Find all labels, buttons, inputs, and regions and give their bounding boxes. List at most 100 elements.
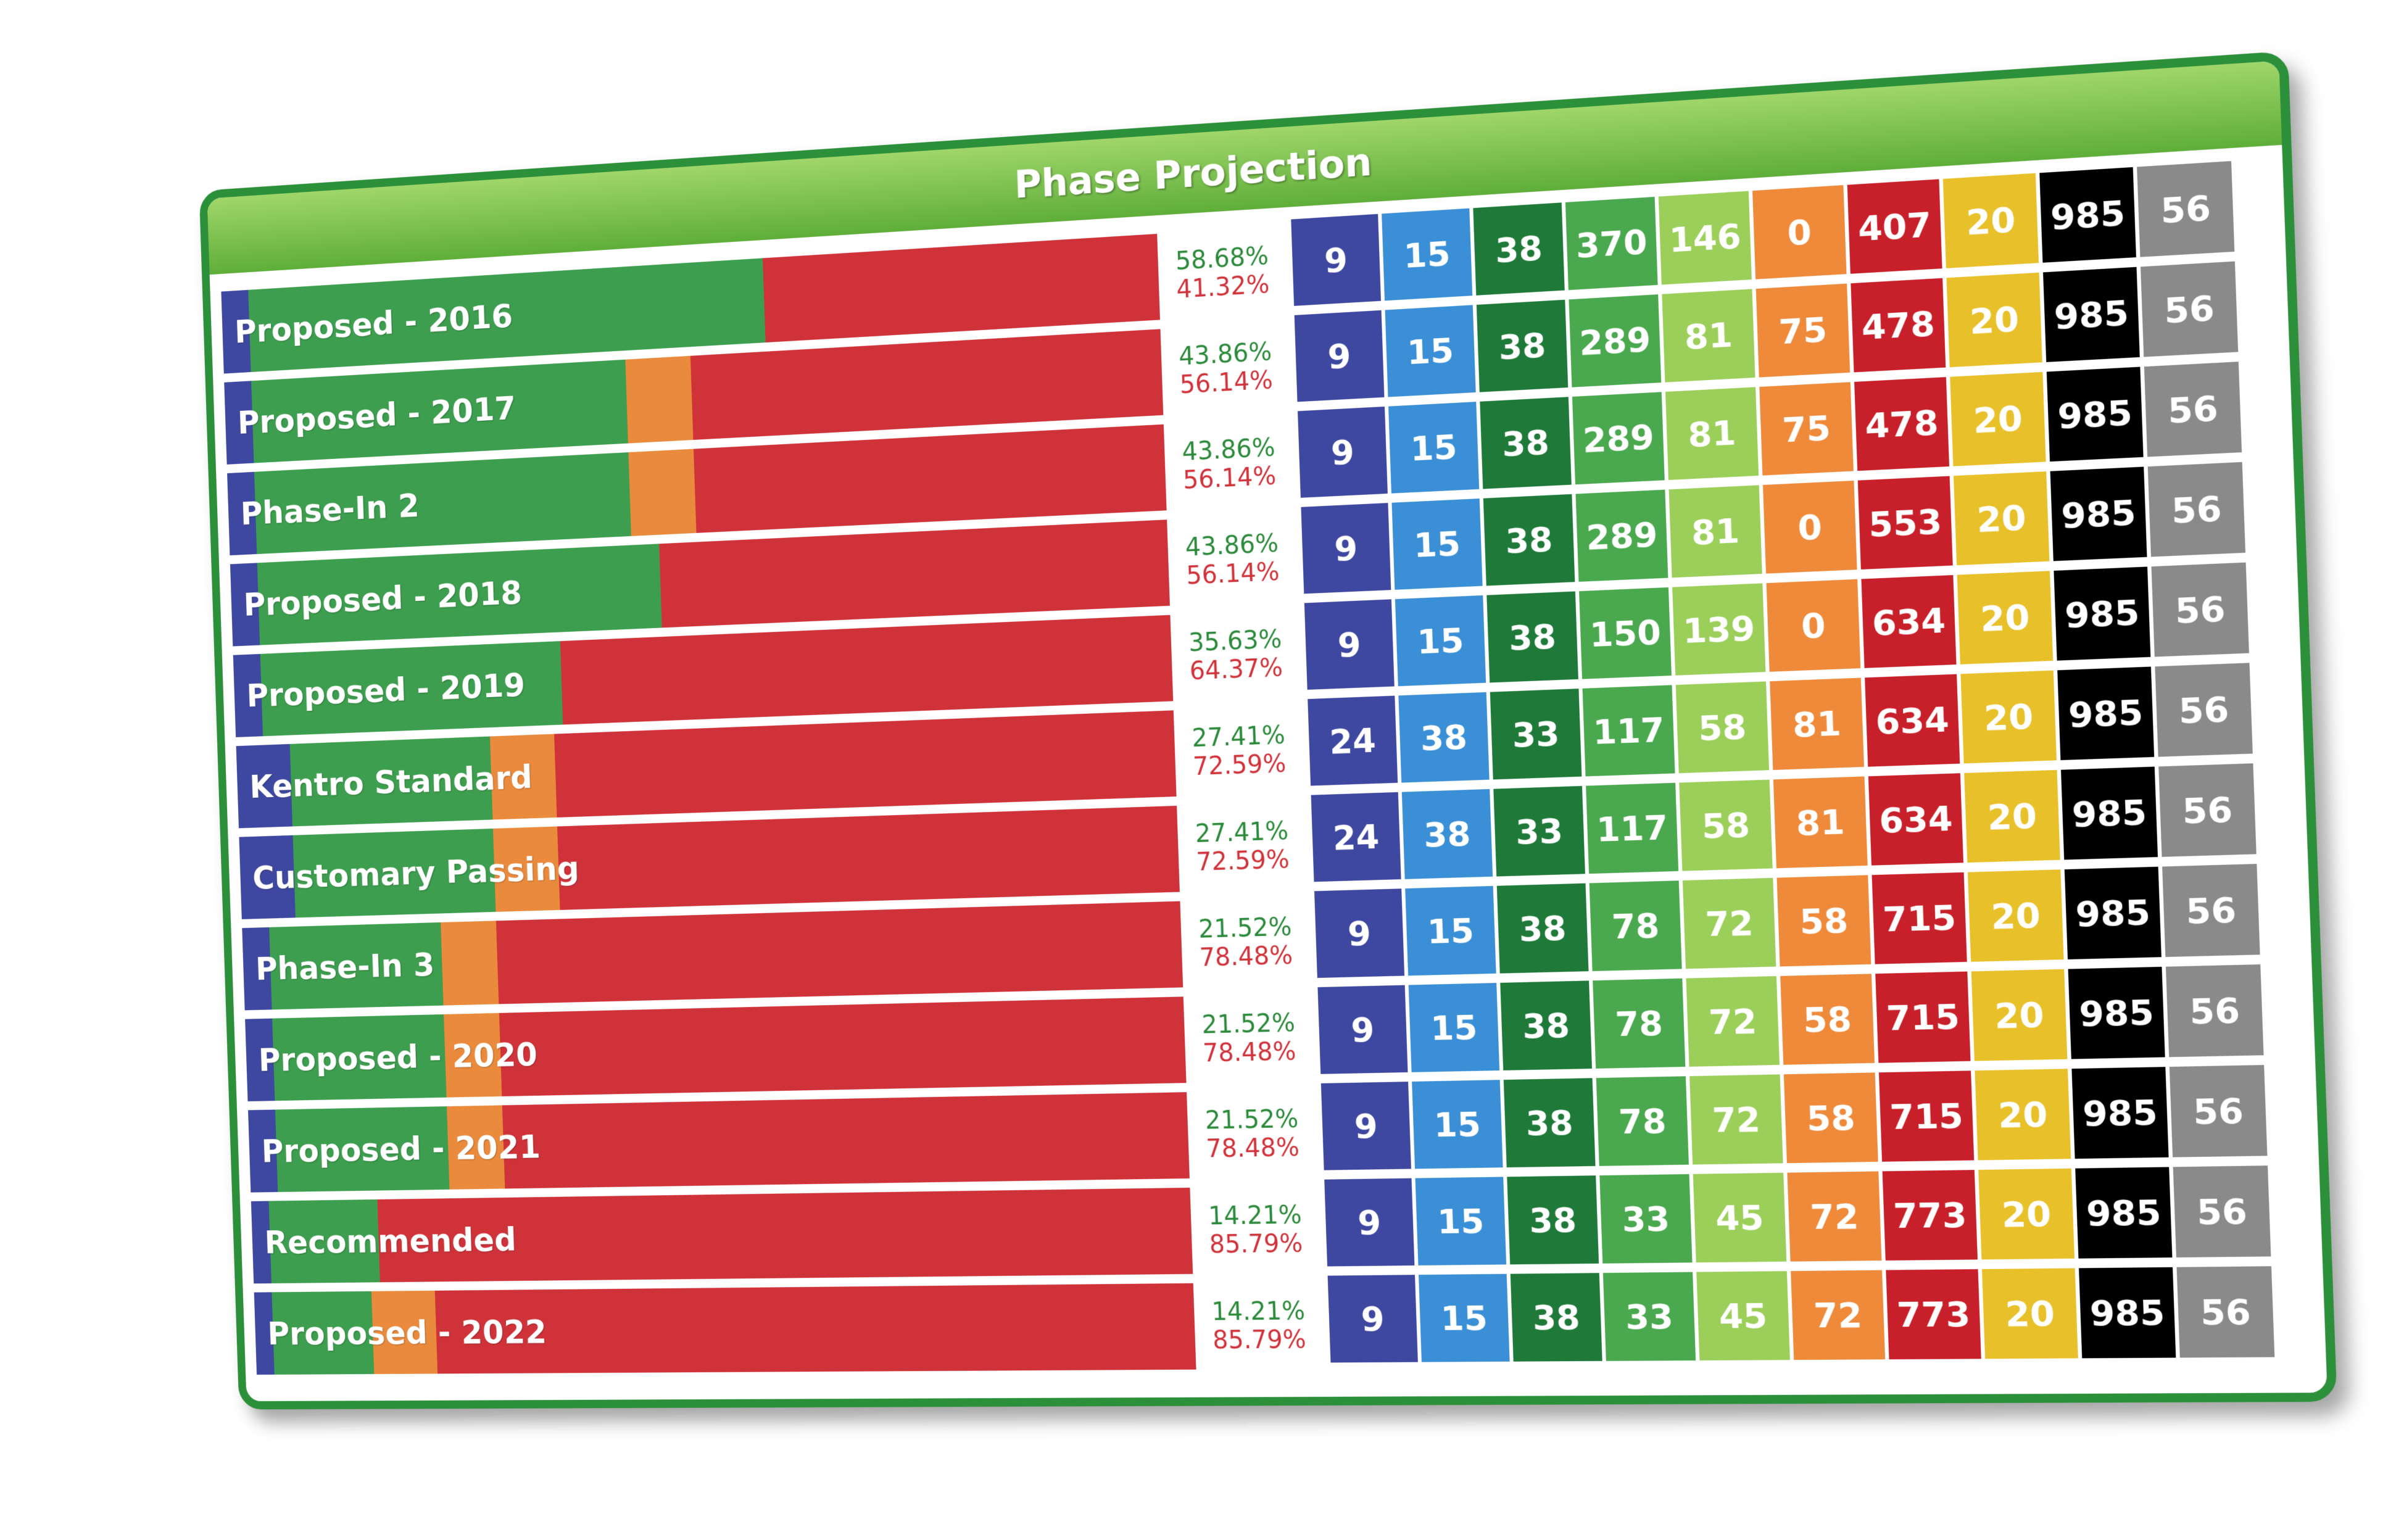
grid-cell: 407 (1847, 179, 1942, 274)
grid-cell: 9 (1294, 310, 1385, 402)
grid-cell: 715 (1878, 1070, 1975, 1162)
grid-cell: 985 (2043, 267, 2140, 362)
value-grid: 9 15 38 370 146 0 407 20 985 56 9 15 38 289 81 75 478 20 9… (1291, 159, 2306, 1372)
grid-cell: 289 (1575, 489, 1668, 582)
grid-cell: 20 (1960, 670, 2057, 764)
grid-cell: 15 (1405, 885, 1496, 976)
percentage-pair: 27.41% 72.59% (1185, 706, 1292, 796)
stacked-bar-chart: Proposed - 2016 Proposed - 2017 Phase-In 2… (221, 233, 1196, 1383)
percentage-unfavorable: 64.37% (1189, 653, 1283, 686)
grid-cell: 20 (1981, 1268, 2078, 1359)
grid-cell: 478 (1851, 278, 1946, 373)
percentage-unfavorable: 56.14% (1179, 366, 1274, 400)
bar-row: Proposed - 2021 (247, 1092, 1190, 1193)
grid-cell: 24 (1308, 695, 1398, 786)
grid-cell: 985 (2075, 1167, 2173, 1259)
grid-cell: 33 (1599, 1174, 1693, 1264)
grid-cell: 81 (1770, 677, 1864, 770)
bar-segment (560, 615, 1174, 725)
grid-cell: 58 (1780, 974, 1875, 1065)
grid-cell: 9 (1291, 213, 1382, 306)
bar-row: Proposed - 2020 (245, 996, 1187, 1102)
grid-cell: 33 (1490, 689, 1582, 780)
percentage-pair: 43.86% 56.14% (1179, 514, 1286, 605)
phase-projection-panel: Phase Projection Proposed - 2016 Proposed… (199, 51, 2337, 1410)
grid-row: 9 15 38 78 72 58 715 20 985 56 (1317, 964, 2294, 1074)
grid-cell: 56 (2176, 1266, 2275, 1358)
grid-cell: 56 (2173, 1165, 2271, 1258)
grid-cell: 81 (1662, 289, 1755, 383)
bar-segment (495, 901, 1183, 1004)
grid-cell: 20 (1971, 969, 2068, 1061)
percentage-unfavorable: 85.79% (1209, 1229, 1303, 1259)
grid-cell: 773 (1882, 1170, 1978, 1261)
bar-segment (694, 424, 1167, 533)
grid-cell: 985 (2071, 1067, 2169, 1159)
grid-cell: 38 (1401, 789, 1493, 879)
bar-segment (628, 449, 697, 536)
grid-cell: 81 (1773, 776, 1868, 869)
grid-cell: 985 (2079, 1267, 2176, 1359)
bar-label: Proposed - 2020 (258, 1035, 538, 1078)
bar-label: Proposed - 2019 (246, 665, 526, 714)
grid-cell: 38 (1486, 591, 1578, 683)
grid-cell: 0 (1752, 184, 1847, 279)
grid-cell: 985 (2060, 766, 2158, 860)
percentage-unfavorable: 41.32% (1175, 270, 1270, 304)
grid-cell: 33 (1493, 785, 1585, 877)
percentage-favorable: 21.52% (1204, 1104, 1299, 1135)
percentage-column: 58.68% 41.32% 43.86% 56.14% 43.86% 56.14% 43.8… (1169, 226, 1313, 1378)
grid-cell: 9 (1304, 599, 1395, 690)
grid-cell: 38 (1480, 397, 1572, 489)
grid-cell: 139 (1672, 583, 1766, 676)
bar-row: Recommended (251, 1187, 1193, 1284)
grid-cell: 146 (1658, 191, 1752, 285)
percentage-favorable: 21.52% (1201, 1009, 1296, 1040)
grid-cell: 56 (2147, 462, 2246, 557)
grid-cell: 15 (1382, 208, 1473, 301)
grid-cell: 20 (1946, 272, 2042, 368)
grid-cell: 75 (1759, 382, 1854, 476)
percentage-unfavorable: 78.48% (1205, 1133, 1300, 1164)
percentage-unfavorable: 78.48% (1199, 941, 1293, 972)
grid-cell: 75 (1755, 283, 1851, 378)
bar-segment (434, 1283, 1196, 1374)
grid-cell: 38 (1503, 1078, 1596, 1168)
grid-cell: 9 (1317, 985, 1408, 1074)
percentage-favorable: 27.41% (1191, 721, 1286, 753)
grid-cell: 15 (1391, 498, 1483, 590)
grid-cell: 634 (1865, 674, 1960, 767)
panel-body: Proposed - 2016 Proposed - 2017 Phase-In 2… (210, 145, 2327, 1389)
percentage-favorable: 14.21% (1211, 1297, 1306, 1327)
grid-cell: 985 (2054, 566, 2151, 661)
percentage-pair: 14.21% 85.79% (1205, 1282, 1312, 1370)
grid-cell: 150 (1579, 587, 1672, 679)
grid-cell: 20 (1964, 769, 2060, 863)
percentage-unfavorable: 56.14% (1185, 557, 1280, 590)
grid-cell: 38 (1507, 1175, 1599, 1265)
bar-label: Proposed - 2016 (234, 296, 513, 350)
percentage-unfavorable: 85.79% (1212, 1325, 1307, 1355)
bar-segment (659, 520, 1170, 628)
percentage-favorable: 43.86% (1181, 433, 1276, 467)
grid-cell: 56 (2155, 663, 2253, 757)
percentage-unfavorable: 78.48% (1202, 1037, 1297, 1068)
grid-cell: 985 (2050, 466, 2147, 561)
percentage-pair: 21.52% 78.48% (1195, 994, 1302, 1083)
grid-cell: 38 (1483, 494, 1575, 586)
grid-cell: 9 (1298, 406, 1388, 498)
grid-cell: 20 (1978, 1168, 2075, 1260)
grid-cell: 81 (1665, 387, 1759, 480)
bar-label: Phase-In 3 (255, 945, 436, 988)
grid-cell: 289 (1572, 392, 1665, 485)
grid-cell: 72 (1682, 877, 1776, 969)
grid-cell: 38 (1473, 202, 1565, 296)
grid-cell: 634 (1868, 773, 1964, 866)
grid-cell: 56 (2165, 964, 2264, 1058)
percentage-favorable: 27.41% (1195, 817, 1289, 848)
grid-row: 9 15 38 78 72 58 715 20 985 56 (1320, 1064, 2298, 1170)
grid-row: 9 15 38 33 45 72 773 20 985 56 (1324, 1165, 2302, 1267)
grid-cell: 33 (1602, 1272, 1696, 1361)
bar-label: Proposed - 2018 (242, 573, 523, 624)
grid-cell: 72 (1689, 1074, 1783, 1165)
